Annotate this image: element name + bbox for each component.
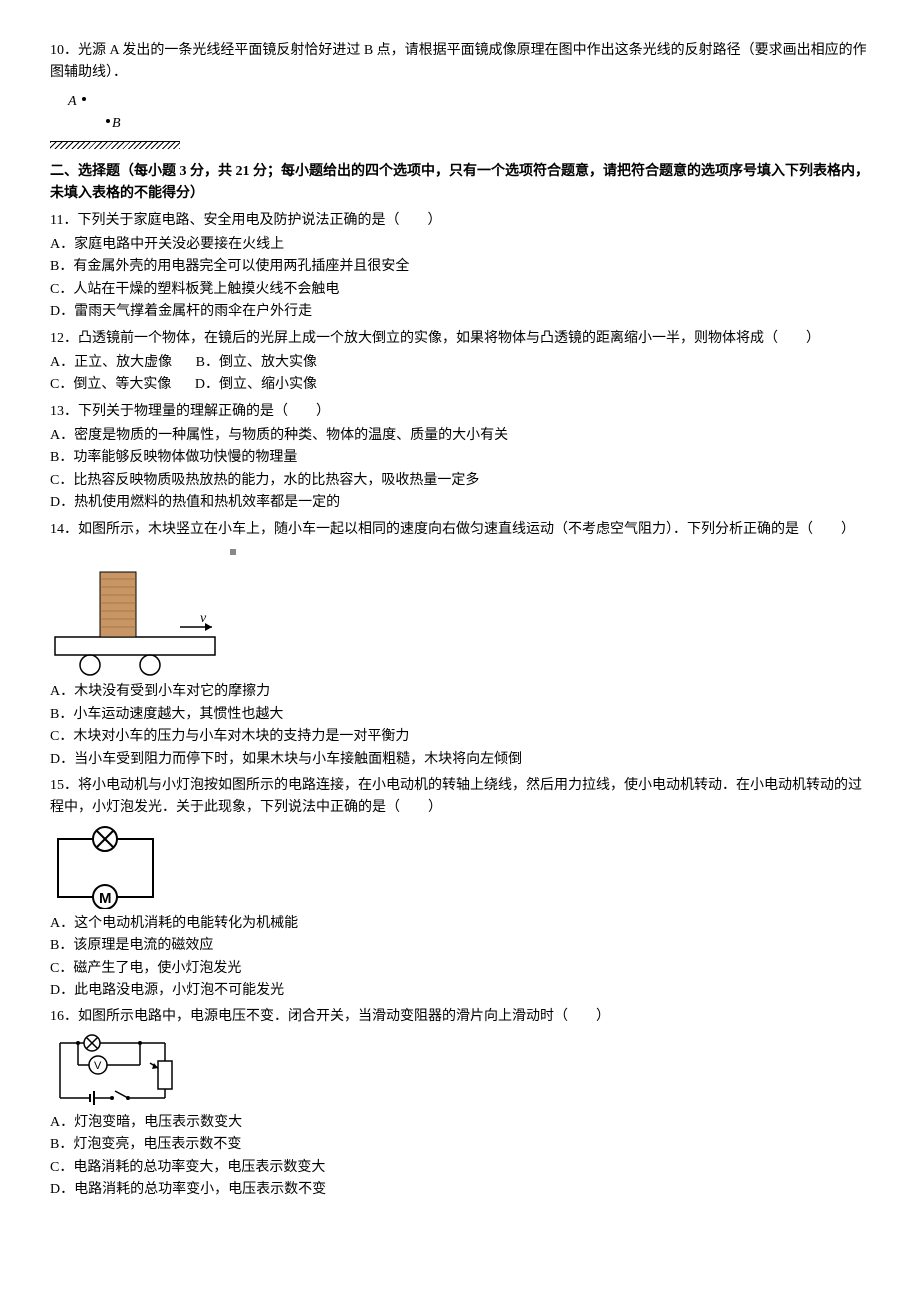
question-10: 10．光源 A 发出的一条光线经平面镜反射恰好进过 B 点，请根据平面镜成像原理… [50, 40, 870, 149]
q10-point-a [82, 97, 86, 101]
question-14: 14．如图所示，木块竖立在小车上，随小车一起以相同的速度向右做匀速直线运动（不考… [50, 519, 870, 771]
q14-figure: v [50, 567, 225, 677]
question-13: 13．下列关于物理量的理解正确的是（ ） A．密度是物质的一种属性，与物质的种类… [50, 401, 870, 515]
q15-figure: M [50, 824, 165, 909]
q16-option-c: C．电路消耗的总功率变大，电压表示数变大 [50, 1157, 870, 1179]
question-12: 12．凸透镜前一个物体，在镜后的光屏上成一个放大倒立的实像，如果将物体与凸透镜的… [50, 328, 870, 397]
q11-option-c: C．人站在干燥的塑料板凳上触摸火线不会触电 [50, 279, 870, 301]
q10-label-b: B [112, 113, 121, 135]
q12-option-a: A．正立、放大虚像 [50, 352, 172, 374]
q13-option-b: B．功率能够反映物体做功快慢的物理量 [50, 447, 870, 469]
q15-option-d: D．此电路没电源，小灯泡不可能发光 [50, 980, 870, 1002]
q14-options: A．木块没有受到小车对它的摩擦力 B．小车运动速度越大，其惯性也越大 C．木块对… [50, 681, 870, 771]
q10-mirror [50, 141, 180, 149]
q15-text: 15．将小电动机与小灯泡按如图所示的电路连接，在小电动机的转轴上绕线，然后用力拉… [50, 775, 870, 820]
question-15: 15．将小电动机与小灯泡按如图所示的电路连接，在小电动机的转轴上绕线，然后用力拉… [50, 775, 870, 1002]
q11-option-d: D．雷雨天气撑着金属杆的雨伞在户外行走 [50, 301, 870, 323]
page-marker [230, 549, 236, 555]
q13-option-c: C．比热容反映物质吸热放热的能力，水的比热容大，吸收热量一定多 [50, 470, 870, 492]
q15-option-b: B．该原理是电流的磁效应 [50, 935, 870, 957]
q10-figure: A B [50, 89, 180, 149]
q16-option-a: A．灯泡变暗，电压表示数变大 [50, 1112, 870, 1134]
q15-options: A．这个电动机消耗的电能转化为机械能 B．该原理是电流的磁效应 C．磁产生了电，… [50, 913, 870, 1003]
q13-text: 13．下列关于物理量的理解正确的是（ ） [50, 401, 870, 423]
q15-option-a: A．这个电动机消耗的电能转化为机械能 [50, 913, 870, 935]
q14-option-c: C．木块对小车的压力与小车对木块的支持力是一对平衡力 [50, 726, 870, 748]
q13-option-d: D．热机使用燃料的热值和热机效率都是一定的 [50, 492, 870, 514]
q11-text: 11．下列关于家庭电路、安全用电及防护说法正确的是（ ） [50, 210, 870, 232]
q10-text: 10．光源 A 发出的一条光线经平面镜反射恰好进过 B 点，请根据平面镜成像原理… [50, 40, 870, 85]
q14-option-a: A．木块没有受到小车对它的摩擦力 [50, 681, 870, 703]
question-11: 11．下列关于家庭电路、安全用电及防护说法正确的是（ ） A．家庭电路中开关没必… [50, 210, 870, 324]
q14-text: 14．如图所示，木块竖立在小车上，随小车一起以相同的速度向右做匀速直线运动（不考… [50, 519, 870, 564]
q16-option-b: B．灯泡变亮，电压表示数不变 [50, 1134, 870, 1156]
q16-text: 16．如图所示电路中，电源电压不变．闭合开关，当滑动变阻器的滑片向上滑动时（ ） [50, 1006, 870, 1028]
q13-options: A．密度是物质的一种属性，与物质的种类、物体的温度、质量的大小有关 B．功率能够… [50, 425, 870, 515]
q12-option-c: C．倒立、等大实像 [50, 374, 171, 396]
q12-options: A．正立、放大虚像 B．倒立、放大实像 C．倒立、等大实像 D．倒立、缩小实像 [50, 352, 870, 397]
q10-point-b [106, 119, 110, 123]
question-16: 16．如图所示电路中，电源电压不变．闭合开关，当滑动变阻器的滑片向上滑动时（ ） [50, 1006, 870, 1201]
q16-option-d: D．电路消耗的总功率变小，电压表示数不变 [50, 1179, 870, 1201]
q15-option-c: C．磁产生了电，使小灯泡发光 [50, 958, 870, 980]
q15-motor-label: M [99, 890, 112, 907]
q12-option-b: B．倒立、放大实像 [196, 352, 317, 374]
q11-option-b: B．有金属外壳的用电器完全可以使用两孔插座并且很安全 [50, 256, 870, 278]
q14-option-d: D．当小车受到阻力而停下时，如果木块与小车接触面粗糙，木块将向左倾倒 [50, 749, 870, 771]
section-2-header: 二、选择题（每小题 3 分，共 21 分；每小题给出的四个选项中，只有一个选项符… [50, 161, 870, 206]
q10-label-a: A [68, 91, 77, 113]
q16-voltmeter-label: V [94, 1060, 102, 1072]
q16-options: A．灯泡变暗，电压表示数变大 B．灯泡变亮，电压表示数不变 C．电路消耗的总功率… [50, 1112, 870, 1202]
q12-text: 12．凸透镜前一个物体，在镜后的光屏上成一个放大倒立的实像，如果将物体与凸透镜的… [50, 328, 870, 350]
q11-option-a: A．家庭电路中开关没必要接在火线上 [50, 234, 870, 256]
q14-velocity-label: v [200, 611, 207, 626]
q16-figure: V [50, 1033, 180, 1108]
q12-option-d: D．倒立、缩小实像 [195, 374, 317, 396]
q14-option-b: B．小车运动速度越大，其惯性也越大 [50, 704, 870, 726]
q13-option-a: A．密度是物质的一种属性，与物质的种类、物体的温度、质量的大小有关 [50, 425, 870, 447]
q11-options: A．家庭电路中开关没必要接在火线上 B．有金属外壳的用电器完全可以使用两孔插座并… [50, 234, 870, 324]
q14-text-content: 14．如图所示，木块竖立在小车上，随小车一起以相同的速度向右做匀速直线运动（不考… [50, 522, 855, 537]
